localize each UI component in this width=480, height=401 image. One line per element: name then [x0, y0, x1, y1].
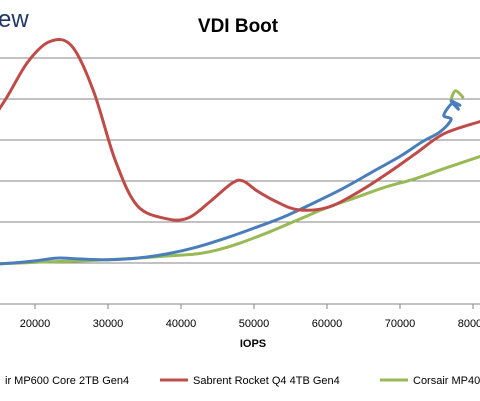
series-line-1 — [0, 38, 480, 222]
x-tick-label-30000: 30000 — [93, 318, 124, 330]
brand-logo-fragment: ew — [0, 6, 29, 33]
legend-label-0: ir MP600 Core 2TB Gen4 — [5, 375, 129, 387]
x-tick-label-20000: 20000 — [20, 318, 51, 330]
chart-title: VDI Boot — [198, 16, 279, 37]
chart-legend: ir MP600 Core 2TB Gen4 Sabrent Rocket Q4 … — [5, 375, 480, 387]
x-tick-label-60000: 60000 — [312, 318, 343, 330]
series-lines — [0, 38, 480, 266]
series-line-3 — [449, 89, 465, 101]
x-tick-label-40000: 40000 — [166, 318, 197, 330]
legend-label-2: Corsair MP40 — [413, 375, 480, 387]
x-axis-title: IOPS — [240, 338, 266, 350]
x-axis: 20000 30000 40000 50000 60000 70000 80000 — [0, 303, 480, 330]
x-tick-label-50000: 50000 — [239, 318, 270, 330]
series-line-2 — [0, 154, 480, 266]
x-tick-label-70000: 70000 — [385, 318, 416, 330]
legend-label-1: Sabrent Rocket Q4 4TB Gen4 — [193, 375, 340, 387]
x-tick-label-80000: 80000 — [458, 318, 480, 330]
